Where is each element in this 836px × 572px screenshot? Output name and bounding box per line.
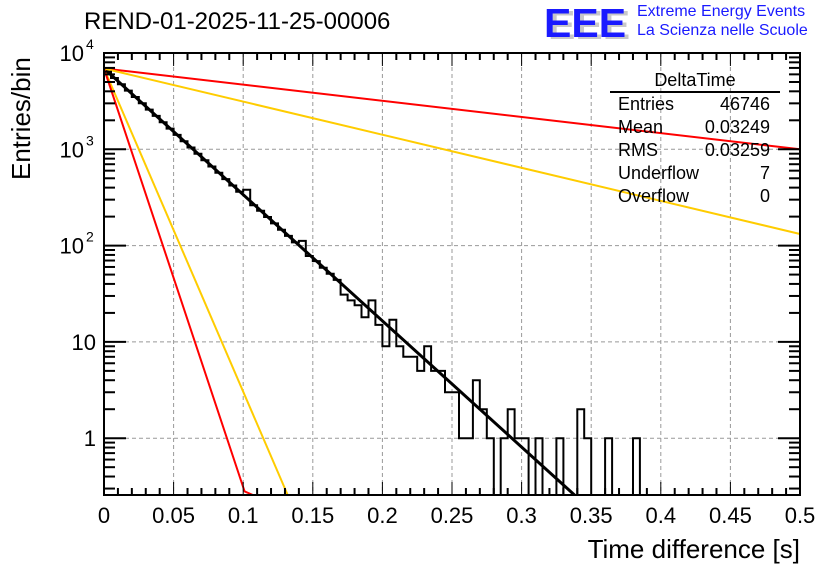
eee-logo: EEE EEE [544,4,630,42]
y-tick-label: 10 [60,41,84,66]
x-tick-label: 0.45 [709,503,752,528]
stats-row-underflow: Underflow 7 [612,162,780,185]
x-tick-label: 0 [98,503,110,528]
stats-value: 0.03249 [704,117,770,137]
y-tick-label: 1 [84,426,96,451]
x-tick-label: 0.5 [785,503,816,528]
x-tick-label: 0.25 [431,503,474,528]
curve-yellow-fast [103,68,289,496]
y-tick-label: 10 [60,137,84,162]
curve-yellow-slow [103,67,801,235]
x-tick-label: 0.2 [367,503,398,528]
stats-row-overflow: Overflow 0 [612,185,780,208]
y-axis-title: Entries/bin [6,57,36,180]
curve-red-slow [103,67,801,151]
stats-value: 0.03259 [704,140,770,160]
logo-line-2: La Scienza nelle Scuole [637,22,808,39]
stats-value: 0 [759,186,770,206]
x-tick-label: 0.1 [228,503,259,528]
grid-lines [104,53,800,495]
stats-row-rms: RMS 0.03259 [612,139,780,162]
stats-row-entries: Entries 46746 [612,93,780,116]
y-tick-exponent: 2 [86,229,94,245]
stats-label: Entries [618,94,675,114]
x-tick-labels: 0 0.05 0.1 0.15 0.2 0.25 0.3 0.35 0.4 0.45 0.5 [98,503,815,528]
x-tick-label: 0.35 [570,503,613,528]
stats-label: Mean [618,117,664,137]
y-tick-label: 10 [60,234,84,259]
logo-shadow: EEE [548,4,630,42]
y-tick-label: 10 [72,330,96,355]
plot-frame [103,52,801,496]
x-tick-label: 0.4 [646,503,677,528]
histogram-title: REND-01-2025-11-25-00006 [84,8,391,35]
logo-letters: EEE [544,4,626,42]
stats-label: RMS [618,140,658,160]
x-tick-label: 0.15 [291,503,334,528]
curve-red-fast [103,68,254,496]
logo-line-1: Extreme Energy Events [637,3,806,20]
x-tick-label: 0.05 [152,503,195,528]
curve-fit [102,67,576,497]
fit-curves [102,67,801,497]
stats-value: 46746 [719,94,770,114]
stats-value: 7 [759,163,770,183]
axes [103,52,801,496]
y-tick-exponent: 3 [86,132,94,148]
x-axis-title: Time difference [s] [587,534,800,564]
x-tick-label: 0.3 [506,503,537,528]
y-tick-exponent: 4 [86,36,94,52]
stats-label: Underflow [618,163,700,183]
stats-title: DeltaTime [610,70,780,93]
stats-label: Overflow [618,186,690,206]
stats-row-mean: Mean 0.03249 [612,116,780,139]
stats-box: DeltaTime Entries 46746 Mean 0.03249 RMS… [610,70,780,208]
